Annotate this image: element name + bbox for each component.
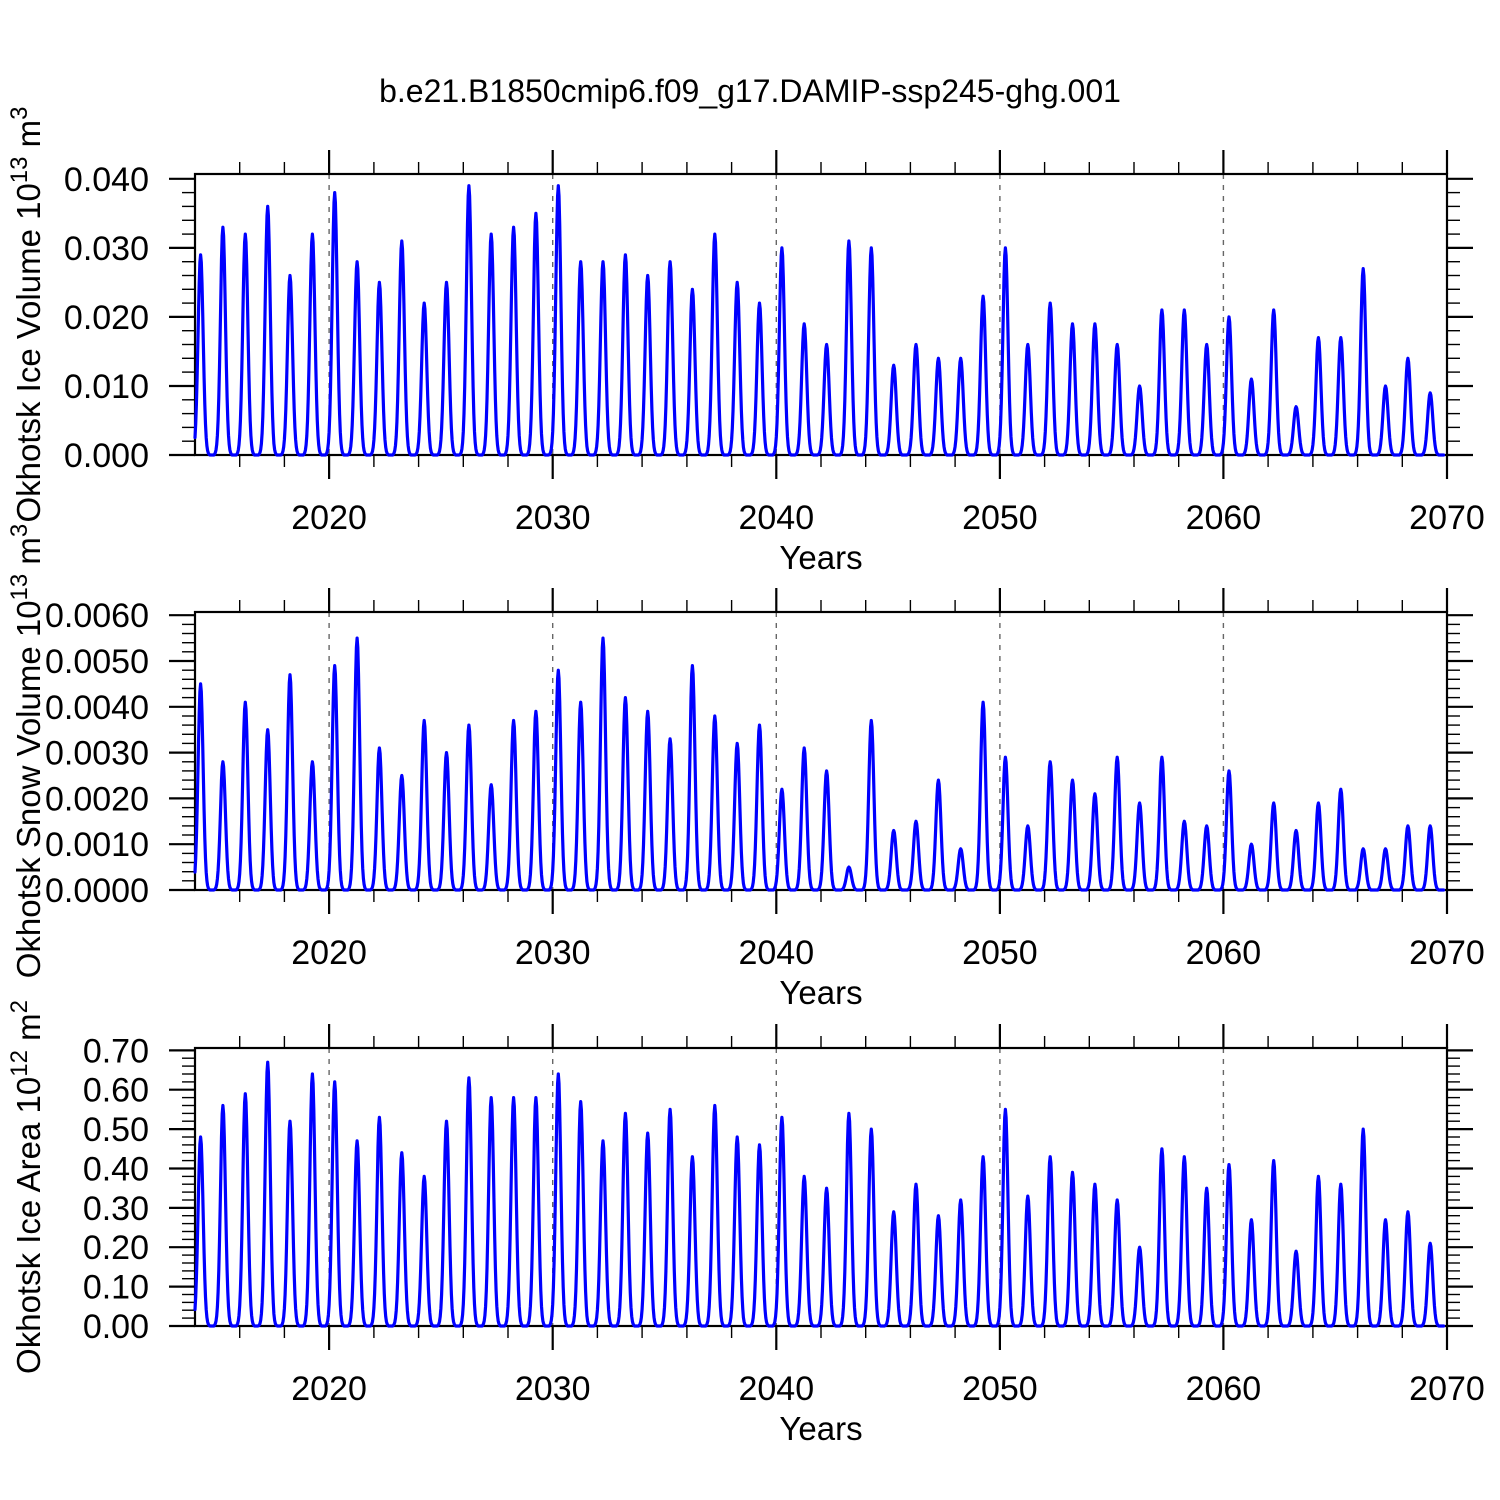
y-tick-label: 0.0030 <box>45 735 149 773</box>
y-tick-label: 0.10 <box>83 1269 149 1307</box>
y-tick-label: 0.020 <box>64 299 149 337</box>
x-tick-label: 2020 <box>291 934 367 972</box>
y-tick-label: 0.000 <box>64 437 149 475</box>
panel-snow-volume: 2020 2030 2040 2050 2060 2070 0.0000 0.0010 0.00… <box>6 524 1485 1011</box>
x-tick-label: 2030 <box>515 499 591 537</box>
panels-root: 2020 2030 2040 2050 2060 2070 0.000 0.010 0.020 0… <box>6 106 1485 1447</box>
figure-title: b.e21.B1850cmip6.f09_g17.DAMIP-ssp245-gh… <box>379 73 1121 109</box>
x-tick-label: 2060 <box>1186 934 1262 972</box>
y-axis-title: Okhotsk Ice Volume 1013 m3 <box>6 106 47 522</box>
x-tick-label: 2020 <box>291 1370 367 1408</box>
y-tick-label: 0.0020 <box>45 780 149 818</box>
panel-ice-volume: 2020 2030 2040 2050 2060 2070 0.000 0.010 0.020 0… <box>6 106 1485 576</box>
y-tick-label: 0.20 <box>83 1229 149 1267</box>
x-tick-label: 2070 <box>1409 934 1485 972</box>
y-tick-label: 0.40 <box>83 1151 149 1189</box>
x-tick-label: 2050 <box>962 934 1038 972</box>
y-tick-label: 0.60 <box>83 1072 149 1110</box>
x-tick-label: 2030 <box>515 1370 591 1408</box>
y-tick-label: 0.00 <box>83 1308 149 1346</box>
y-tick-label: 0.0000 <box>45 872 149 910</box>
y-tick-label: 0.0060 <box>45 597 149 635</box>
x-tick-label: 2020 <box>291 499 367 537</box>
x-axis-title: Years <box>779 974 862 1011</box>
x-tick-label: 2040 <box>738 934 814 972</box>
y-tick-label: 0.30 <box>83 1190 149 1228</box>
y-tick-label: 0.0010 <box>45 826 149 864</box>
x-axis-title: Years <box>779 539 862 576</box>
x-tick-label: 2030 <box>515 934 591 972</box>
x-tick-label: 2060 <box>1186 1370 1262 1408</box>
y-tick-label: 0.0050 <box>45 643 149 681</box>
x-tick-label: 2060 <box>1186 499 1262 537</box>
y-tick-label: 0.50 <box>83 1111 149 1149</box>
y-tick-label: 0.030 <box>64 230 149 268</box>
x-axis-title: Years <box>779 1410 862 1447</box>
x-tick-label: 2040 <box>738 1370 814 1408</box>
y-axis-title: Okhotsk Ice Area 1012 m2 <box>6 1000 47 1374</box>
y-tick-label: 0.040 <box>64 161 149 199</box>
panel-ice-area: 2020 2030 2040 2050 2060 2070 0.000.100.200.30… <box>6 1000 1485 1447</box>
data-line-ice-area <box>193 1060 1446 1328</box>
x-tick-label: 2070 <box>1409 1370 1485 1408</box>
y-tick-label: 0.010 <box>64 368 149 406</box>
y-tick-label: 0.70 <box>83 1032 149 1070</box>
x-tick-label: 2040 <box>738 499 814 537</box>
y-tick-label: 0.0040 <box>45 689 149 727</box>
x-tick-label: 2050 <box>962 1370 1038 1408</box>
y-axis-title: Okhotsk Snow Volume 1013 m3 <box>6 524 47 979</box>
data-line-ice-volume <box>193 184 1446 457</box>
x-tick-label: 2050 <box>962 499 1038 537</box>
x-tick-label: 2070 <box>1409 499 1485 537</box>
data-line-snow-volume <box>193 636 1446 892</box>
